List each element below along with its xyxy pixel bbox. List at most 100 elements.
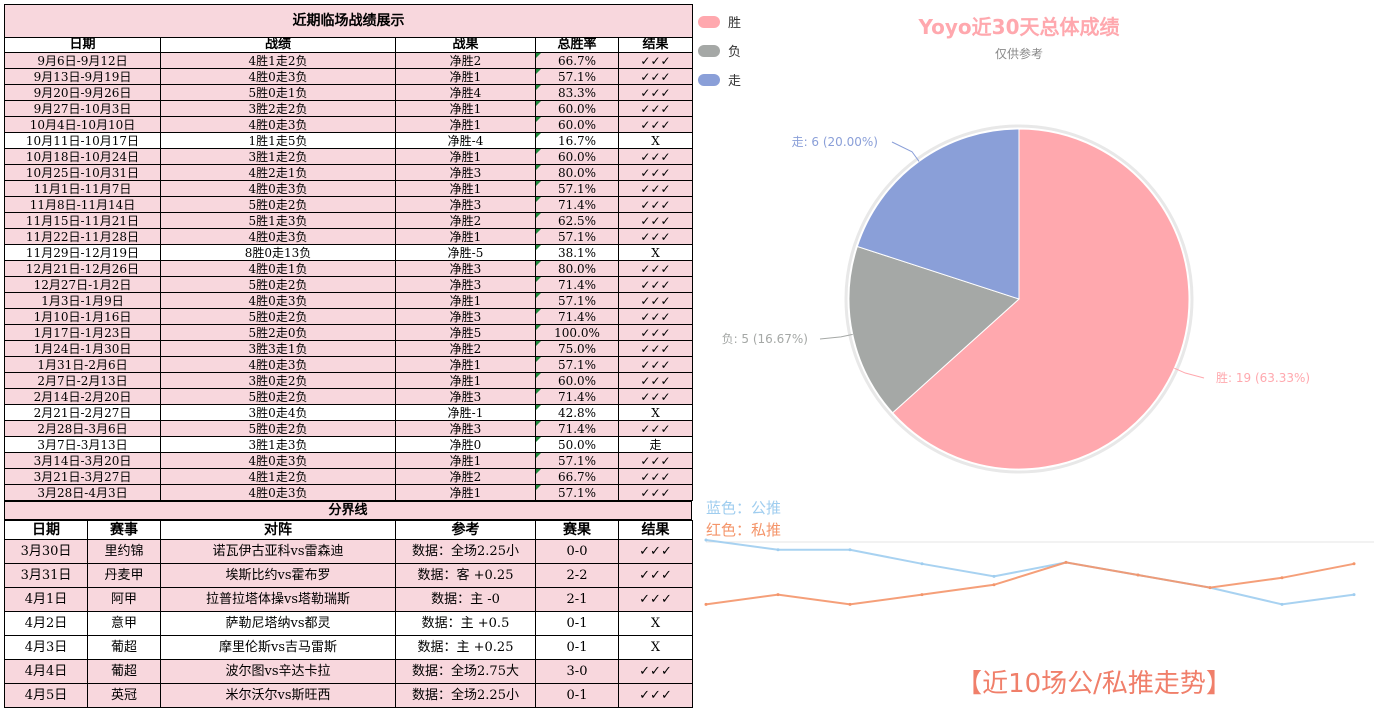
legend-label-1: 负 [728,45,741,60]
record-cell-rate: 57.1% [535,180,619,197]
record-cell-date: 9月13日-9月19日 [4,68,161,85]
record-cell-date: 2月28日-3月6日 [4,420,161,437]
record-cell-rate: 42.8% [535,404,619,421]
table-row: 9月6日-9月12日 4胜1走2负 净胜2 66.7% ✓✓✓ [4,52,694,69]
match-cell-score: 0-1 [535,635,619,660]
record-cell-rate: 50.0% [535,436,619,453]
line-point-公推-8 [1280,602,1284,606]
match-cell-date: 3月31日 [4,563,88,588]
match-cell-date: 4月1日 [4,587,88,612]
record-cell-date: 3月21日-3月27日 [4,468,161,485]
table-row: 2月14日-2月20日 5胜0走2负 净胜3 71.4% ✓✓✓ [4,388,694,405]
record-cell-net: 净胜1 [395,68,536,85]
match-header-4: 赛果 [535,520,619,540]
record-cell-date: 9月27日-10月3日 [4,100,161,117]
match-cell-result: ✓✓✓ [618,683,693,708]
record-cell-rate: 71.4% [535,388,619,405]
match-header-5: 结果 [618,520,693,540]
match-cell-league: 里约锦 [87,539,161,564]
record-cell-result: ✓✓✓ [617,276,694,293]
pie-label-line-0 [1174,367,1205,379]
table-row: 3月28日-4月3日 4胜0走3负 净胜1 57.1% ✓✓✓ [4,484,694,501]
table-row: 3月30日 里约锦 诺瓦伊古亚科vs雷森迪 数据：全场2.25小 0-0 ✓✓✓ [4,539,693,564]
pie-slice-label-0: 胜: 19 (63.33%) [1216,370,1310,385]
legend-swatch-2 [698,74,720,86]
line-series-公推 [705,539,1355,606]
record-cell-date: 10月4日-10月10日 [4,116,161,133]
record-cell-net: 净胜-5 [395,244,536,261]
record-header-0: 日期 [4,37,161,53]
line-point-公推-1 [776,548,780,552]
pie-label-line-1 [819,333,853,340]
match-table: 日期 赛事 对阵 参考 赛果 结果 3月30日 里约锦 诺瓦伊古亚科vs雷森迪 数据：全场2.2… [4,520,693,708]
record-cell-net: 净胜-4 [395,132,536,149]
table-row: 12月21日-12月26日 4胜0走1负 净胜3 80.0% ✓✓✓ [4,260,694,277]
match-cell-date: 4月5日 [4,683,88,708]
match-cell-league: 意甲 [87,611,161,636]
record-cell-date: 11月15日-11月21日 [4,212,161,229]
line-point-私推-3 [920,593,924,597]
record-cell-result: ✓✓✓ [617,148,694,165]
record-cell-rate: 83.3% [535,84,619,101]
match-header-1: 赛事 [87,520,161,540]
table-row: 11月15日-11月21日 5胜1走3负 净胜2 62.5% ✓✓✓ [4,212,694,229]
record-cell-rate: 66.7% [535,52,619,69]
record-cell-date: 3月14日-3月20日 [4,452,161,469]
table-row: 1月10日-1月16日 5胜0走2负 净胜3 71.4% ✓✓✓ [4,308,694,325]
line-series-私推 [705,561,1355,606]
record-cell-net: 净胜0 [395,436,536,453]
match-cell-score: 0-1 [535,611,619,636]
match-cell-ref: 数据：全场2.75大 [395,659,536,684]
line-point-私推-9 [1352,562,1356,566]
record-cell-record: 5胜0走2负 [160,308,396,325]
line-point-私推-4 [992,583,996,587]
line-point-私推-6 [1136,573,1140,577]
table-row: 1月17日-1月23日 5胜2走0负 净胜5 100.0% ✓✓✓ [4,324,694,341]
line-point-私推-2 [848,602,852,606]
record-cell-result: ✓✓✓ [617,180,694,197]
table-row: 11月22日-11月28日 4胜0走3负 净胜1 57.1% ✓✓✓ [4,228,694,245]
record-cell-date: 10月18日-10月24日 [4,148,161,165]
record-cell-record: 4胜0走3负 [160,484,396,501]
legend-label-0: 胜 [728,16,741,31]
record-cell-record: 4胜0走3负 [160,292,396,309]
match-cell-ref: 数据：全场2.25小 [395,683,536,708]
record-cell-record: 5胜0走2负 [160,196,396,213]
record-header-2: 战果 [395,37,536,53]
record-cell-net: 净胜2 [395,212,536,229]
record-cell-record: 3胜1走3负 [160,436,396,453]
record-cell-net: 净胜1 [395,148,536,165]
record-cell-rate: 57.1% [535,452,619,469]
match-cell-result: ✓✓✓ [618,587,693,612]
record-cell-record: 3胜0走4负 [160,404,396,421]
match-cell-score: 0-0 [535,539,619,564]
table-row: 4月1日 阿甲 拉普拉塔体操vs塔勒瑞斯 数据：主 -0 2-1 ✓✓✓ [4,587,693,612]
record-cell-result: ✓✓✓ [617,452,694,469]
record-cell-result: ✓✓✓ [617,468,694,485]
record-cell-result: ✓✓✓ [617,100,694,117]
record-cell-date: 12月21日-12月26日 [4,260,161,277]
record-cell-rate: 71.4% [535,196,619,213]
record-cell-rate: 75.0% [535,340,619,357]
record-cell-record: 5胜0走2负 [160,388,396,405]
record-cell-result: ✓✓✓ [617,84,694,101]
record-cell-rate: 57.1% [535,292,619,309]
record-cell-net: 净胜3 [395,164,536,181]
record-cell-net: 净胜1 [395,292,536,309]
pie-outer-ring [844,124,1194,474]
pie-slice-胜 [891,128,1190,470]
left-panel: 近期临场战绩展示 日期 战绩 战果 总胜率 结果 9月6日-9月12日 4胜1走2负 净胜2… [3,4,694,708]
match-cell-ref: 数据：主 +0.25 [395,635,536,660]
match-cell-league: 英冠 [87,683,161,708]
record-cell-record: 5胜0走1负 [160,84,396,101]
record-cell-date: 1月24日-1月30日 [4,340,161,357]
record-cell-rate: 57.1% [535,356,619,373]
record-cell-record: 4胜2走1负 [160,164,396,181]
pie-slice-label-1: 负: 5 (16.67%) [722,332,808,346]
record-cell-date: 11月8日-11月14日 [4,196,161,213]
record-cell-result: ✓✓✓ [617,372,694,389]
table-row: 11月1日-11月7日 4胜0走3负 净胜1 57.1% ✓✓✓ [4,180,694,197]
record-cell-net: 净胜-1 [395,404,536,421]
pie-subtitle: 仅供参考 [995,46,1043,61]
record-cell-result: ✓✓✓ [617,308,694,325]
